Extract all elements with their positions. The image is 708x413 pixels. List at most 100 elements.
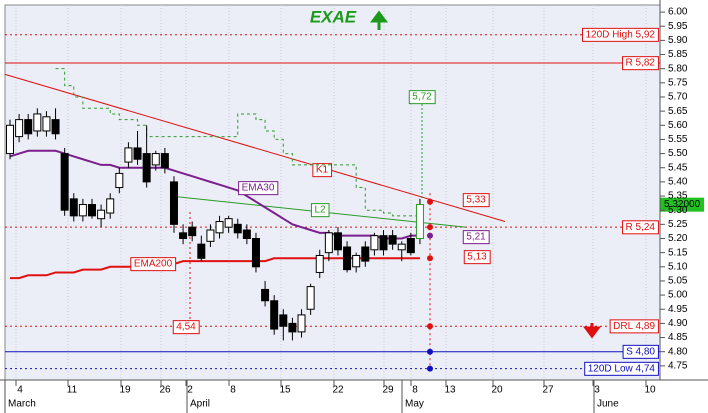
y-tick-label: 5.50 — [668, 148, 688, 159]
candle-body — [233, 223, 242, 234]
level-label-frame — [622, 344, 659, 359]
y-tick-label: 5.70 — [668, 92, 688, 103]
candle-body — [169, 181, 178, 225]
level-label: 120D High 5,92 — [586, 29, 656, 40]
last-price-box: 5.32000 — [660, 197, 705, 212]
level-label-frame — [622, 56, 659, 71]
up-arrow — [370, 10, 388, 30]
y-tick-label: 5.05 — [668, 276, 688, 287]
candle-body — [106, 198, 115, 214]
candle-body — [361, 246, 370, 262]
level-label-box: 120D High 5,92 — [582, 27, 659, 42]
y-tick-label: 5.10 — [668, 261, 688, 272]
trendline-label-frame — [310, 203, 330, 218]
indicator-line — [10, 257, 420, 280]
y-tick-label: 5.35 — [668, 191, 688, 202]
x-tick-label: 8 — [412, 385, 418, 396]
y-tick-label: 5.25 — [668, 219, 688, 230]
candle-body — [142, 153, 151, 183]
level-label: R 5,82 — [626, 58, 656, 69]
x-tick-label: 10 — [644, 385, 656, 396]
month-label: April — [190, 399, 210, 410]
candle-body — [333, 232, 342, 251]
y-tick-label: 4.80 — [668, 346, 688, 357]
callout: 4,54 — [176, 322, 196, 333]
candle-body — [215, 221, 224, 234]
callout-frame — [462, 193, 490, 208]
projection-point — [427, 198, 433, 205]
y-tick-label: 5.55 — [668, 134, 688, 145]
callout: 5,13 — [467, 252, 487, 263]
y-tick-label: 5.60 — [668, 120, 688, 131]
last-price: 5.32000 — [664, 199, 701, 210]
y-tick-label: 5.20 — [668, 233, 688, 244]
x-tick-label: 29 — [382, 385, 394, 396]
level-label-box: DRL 4,89 — [609, 319, 659, 334]
level-label: R 5,24 — [626, 222, 656, 233]
indicator-label-frame — [238, 181, 279, 196]
level-label-frame — [584, 361, 659, 376]
candle-body — [60, 153, 69, 211]
y-tick-label: 6.00 — [668, 7, 688, 18]
y-tick-label: 5.95 — [668, 21, 688, 32]
trendline-label: L2 — [314, 205, 326, 216]
candle-body — [270, 300, 279, 330]
y-tick-label: 5.45 — [668, 162, 688, 173]
level-label-box: R 5,82 — [622, 56, 659, 71]
candle-body — [115, 172, 124, 189]
projection-point — [427, 365, 433, 372]
y-tick-label: 5.90 — [668, 35, 688, 46]
candle-body — [160, 153, 169, 169]
candle-body — [415, 204, 424, 239]
callout-box: 5,72 — [408, 90, 436, 105]
candle-body — [24, 119, 33, 135]
callout: 5,33 — [466, 195, 486, 206]
x-tick-label: 11 — [67, 385, 78, 396]
level-label-box: 120D Low 4,74 — [584, 361, 659, 376]
candle-body — [133, 147, 142, 160]
y-tick-label: 5.00 — [668, 290, 688, 301]
month-label: June — [597, 399, 619, 410]
level-label-box: R 5,24 — [622, 220, 659, 235]
indicator-label: EMA200 — [134, 259, 173, 270]
last-price-frame — [660, 197, 705, 212]
y-tick-label: 5.75 — [668, 77, 688, 88]
candle-body — [206, 229, 215, 242]
projection-point — [427, 323, 433, 330]
indicator-label: EMA30 — [242, 183, 275, 194]
callout-frame — [462, 230, 490, 245]
y-tick-label: 5.40 — [668, 177, 688, 188]
callout-box: 5,33 — [462, 193, 490, 208]
x-tick-label: 19 — [119, 385, 131, 396]
projection-point — [427, 348, 433, 355]
candle-body — [297, 314, 306, 333]
month-label: March — [8, 399, 36, 410]
candle-body — [51, 119, 60, 135]
candle-body — [279, 314, 288, 327]
candle-body — [406, 237, 415, 254]
candle-body — [379, 235, 388, 251]
callout-frame — [172, 320, 200, 335]
indicator-label-frame — [130, 257, 177, 272]
indicator-label-box: EMA200 — [130, 257, 177, 272]
level-label-frame — [609, 319, 659, 334]
x-tick-label: 20 — [491, 385, 503, 396]
x-tick-label: 22 — [332, 385, 344, 396]
trendline-label-frame — [312, 163, 333, 178]
x-tick-label: 2 — [187, 385, 193, 396]
candle-body — [324, 232, 333, 254]
candle-body — [188, 226, 197, 237]
candle-body — [179, 232, 188, 239]
y-tick-label: 5.30 — [668, 205, 688, 216]
level-label: 120D Low 4,74 — [588, 363, 656, 374]
level-label: S 4,80 — [626, 346, 655, 357]
callout-frame — [408, 90, 436, 105]
level-label-frame — [622, 220, 659, 235]
callout-box: 5,21 — [462, 230, 490, 245]
x-tick-label: 4 — [17, 385, 23, 396]
indicator-label-box: EMA30 — [238, 181, 279, 196]
level-label-box: S 4,80 — [622, 344, 659, 359]
x-tick-label: 13 — [444, 385, 456, 396]
